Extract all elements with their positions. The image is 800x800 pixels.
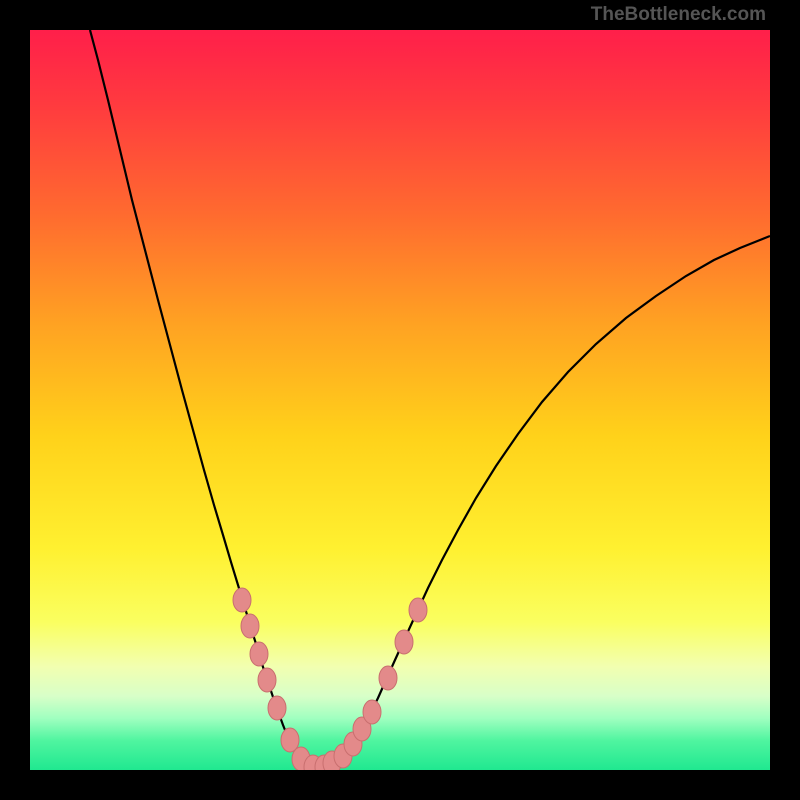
- data-marker: [250, 642, 268, 666]
- watermark-text: TheBottleneck.com: [591, 4, 766, 26]
- curve-layer: [30, 30, 770, 770]
- data-marker: [241, 614, 259, 638]
- data-marker: [409, 598, 427, 622]
- data-marker: [233, 588, 251, 612]
- markers-group: [233, 588, 427, 770]
- chart-container: TheBottleneck.com: [0, 0, 800, 800]
- data-marker: [395, 630, 413, 654]
- data-marker: [379, 666, 397, 690]
- data-marker: [363, 700, 381, 724]
- data-marker: [268, 696, 286, 720]
- bottleneck-curve: [90, 30, 770, 768]
- data-marker: [258, 668, 276, 692]
- plot-area: [30, 30, 770, 770]
